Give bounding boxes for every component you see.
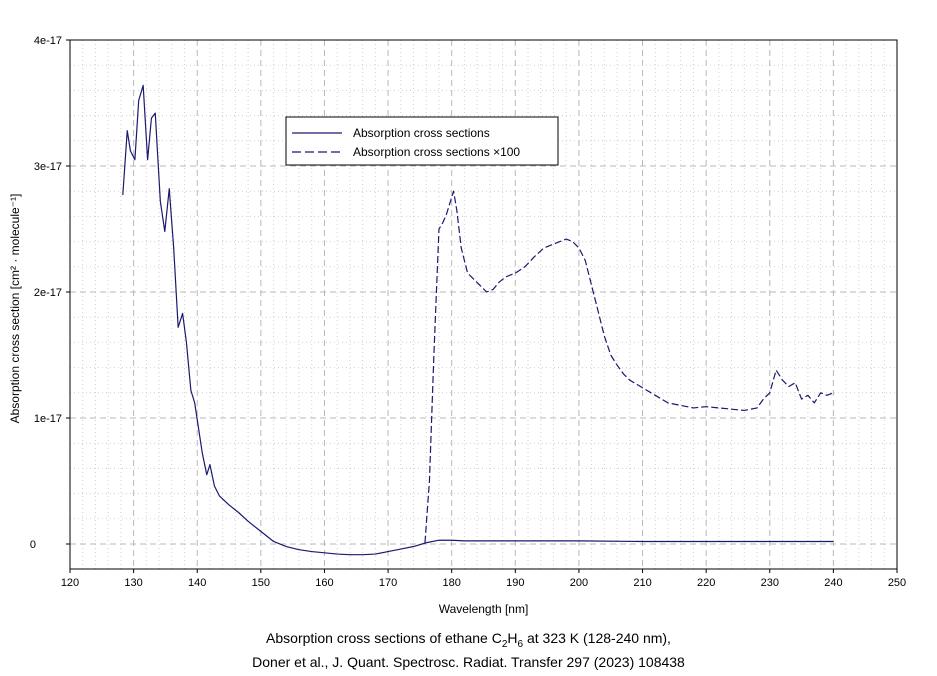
x-tick-label: 230 [761, 577, 779, 589]
y-axis-label: Absorption cross section [cm² · molecule… [8, 194, 22, 424]
plot-frame [69, 39, 898, 570]
x-tick-label: 120 [61, 577, 79, 589]
series-line-absorption [122, 84, 834, 556]
y-tick-label: 2e-17 [34, 287, 62, 299]
y-tick-label: 1e-17 [34, 413, 62, 425]
caption-sub-2: 6 [517, 638, 524, 650]
caption-text-b: H [507, 630, 518, 646]
x-tick-label: 140 [188, 577, 206, 589]
x-tick-label: 130 [124, 577, 142, 589]
axis-ticks: 120 130 140 150 160 170 180 190 200 210 220 230 240 2… [30, 35, 906, 589]
x-tick-label: 150 [252, 577, 270, 589]
caption-line-2: Doner et al., J. Quant. Spectrosc. Radia… [252, 654, 685, 670]
x-tick-label: 200 [570, 577, 588, 589]
caption-line-1: Absorption cross sections of ethane C2H6… [0, 630, 937, 650]
grid-lines [70, 39, 897, 569]
caption-text-c: at 323 K (128-240 nm), [523, 630, 671, 646]
y-tick-label: 0 [30, 539, 36, 551]
y-tick-label: 4e-17 [34, 35, 62, 47]
legend: Absorption cross sections Absorption cro… [285, 116, 559, 166]
caption-sub-1: 2 [501, 638, 508, 650]
x-axis-label: Wavelength [nm] [439, 602, 529, 616]
series-group [122, 84, 834, 556]
x-tick-label: 240 [824, 577, 842, 589]
x-tick-label: 250 [888, 577, 906, 589]
x-tick-label: 190 [506, 577, 524, 589]
caption-text-a: Absorption cross sections of ethane C [266, 630, 502, 646]
x-tick-label: 180 [443, 577, 461, 589]
x-tick-label: 160 [315, 577, 333, 589]
legend-entry-0: Absorption cross sections [353, 126, 490, 140]
legend-box [285, 116, 559, 166]
x-tick-label: 170 [379, 577, 397, 589]
series-line-absorption-x100 [424, 190, 834, 543]
legend-entry-1: Absorption cross sections ×100 [353, 145, 520, 159]
x-tick-label: 210 [633, 577, 651, 589]
x-tick-label: 220 [697, 577, 715, 589]
y-tick-label: 3e-17 [34, 161, 62, 173]
